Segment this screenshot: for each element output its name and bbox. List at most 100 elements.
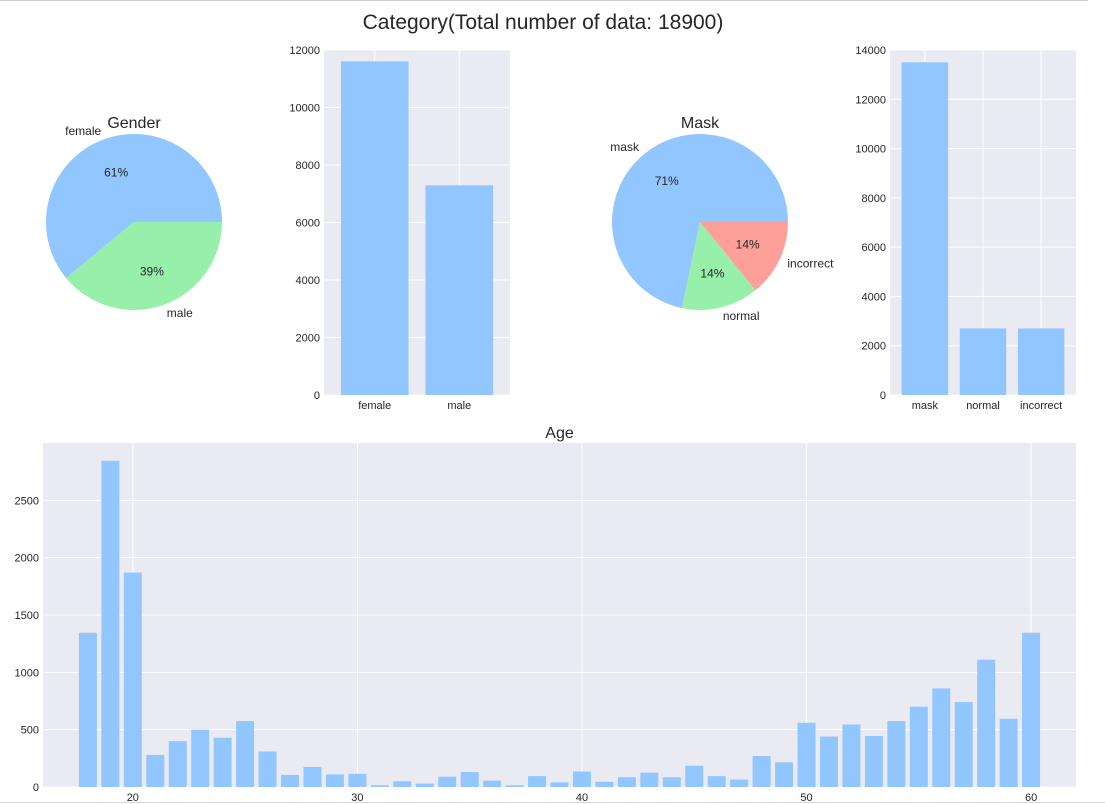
bar-57 <box>954 702 973 787</box>
pie-slice-normal <box>681 222 756 310</box>
bar-54 <box>887 721 906 787</box>
figure-title: Category(Total number of data: 18900) <box>363 11 724 34</box>
y-tick-label: 2500 <box>15 495 39 507</box>
y-tick-label: 8000 <box>296 160 320 172</box>
pie-pct-normal: 14% <box>700 266 724 280</box>
bar-24 <box>213 737 232 787</box>
bar-42 <box>617 777 636 787</box>
bar-39 <box>550 782 569 787</box>
y-tick-label: 14000 <box>855 45 886 57</box>
bar-44 <box>662 777 681 787</box>
pie-pct-female: 61% <box>104 165 128 179</box>
bar-37 <box>505 785 524 787</box>
pie-label-male: male <box>167 306 193 320</box>
x-tick-label: normal <box>966 400 1000 412</box>
bar-35 <box>460 772 479 787</box>
y-tick-label: 10000 <box>289 103 320 115</box>
bar-20 <box>123 572 142 787</box>
y-tick-label: 4000 <box>296 275 320 287</box>
x-tick-label: 40 <box>576 792 588 804</box>
bar-38 <box>528 776 547 787</box>
x-tick-label: 20 <box>127 792 139 804</box>
y-tick-label: 1000 <box>15 667 39 679</box>
bar-33 <box>415 783 434 787</box>
bar-36 <box>483 780 502 787</box>
mask-bar-chart: 0 2000 4000 6000 8000 10000 12000 14000 mask norm… <box>855 45 1076 412</box>
gender-bar-chart: 0 2000 4000 6000 8000 10000 12000 female male <box>289 45 510 412</box>
y-tick-label: 12000 <box>289 45 320 57</box>
y-tick-label: 2000 <box>296 333 320 345</box>
bar-52 <box>842 724 861 787</box>
bar-19 <box>101 460 120 787</box>
pie-title: Mask <box>681 115 720 132</box>
y-tick-label: 2000 <box>862 341 886 353</box>
top-divider <box>0 0 1088 1</box>
x-tick-label: 50 <box>800 792 812 804</box>
pie-slice-male <box>66 222 223 311</box>
bar-23 <box>191 729 210 787</box>
bar-48 <box>752 756 771 787</box>
bar-normal <box>959 328 1007 395</box>
bar-40 <box>572 771 591 787</box>
bar-41 <box>595 781 614 787</box>
bar-50 <box>797 722 816 787</box>
pie-title: Gender <box>107 115 161 132</box>
bar-mask <box>901 62 949 395</box>
y-tick-label: 8000 <box>862 193 886 205</box>
y-tick-label: 0 <box>880 390 886 402</box>
bar-29 <box>325 774 344 787</box>
bar-34 <box>438 776 457 787</box>
gender-pie-chart: female 61% male 39% Gender <box>45 115 223 320</box>
bar-45 <box>685 765 704 787</box>
bar-chart-title: Age <box>545 425 574 442</box>
y-tick-label: 6000 <box>296 218 320 230</box>
bar-47 <box>730 779 749 787</box>
bar-incorrect <box>1017 328 1065 395</box>
age-bar-chart: 0 500 1000 1500 2000 2500 20 30 40 50 60 Age <box>15 425 1076 804</box>
bar-32 <box>393 781 412 787</box>
x-tick-label: mask <box>912 400 939 412</box>
y-tick-label: 500 <box>21 725 39 737</box>
y-tick-label: 0 <box>314 390 320 402</box>
x-tick-label: male <box>447 400 471 412</box>
y-tick-label: 2000 <box>15 553 39 565</box>
bar-male <box>425 185 494 395</box>
pie-slice-incorrect <box>700 222 788 291</box>
pie-label-normal: normal <box>723 309 760 323</box>
y-tick-label: 1500 <box>15 610 39 622</box>
pie-slice-female <box>45 134 222 279</box>
bar-51 <box>819 736 838 787</box>
pie-slice-mask <box>612 134 788 309</box>
bar-55 <box>909 706 928 787</box>
bar-30 <box>348 773 367 787</box>
bar-53 <box>864 735 883 787</box>
bar-56 <box>932 688 951 787</box>
bar-21 <box>146 754 165 787</box>
x-tick-label: incorrect <box>1020 400 1062 412</box>
y-tick-label: 12000 <box>855 94 886 106</box>
mask-pie-chart: mask 71% normal 14% incorrect 14% Mask <box>610 115 834 323</box>
bar-49 <box>775 762 794 787</box>
x-tick-label: 60 <box>1025 792 1037 804</box>
bar-43 <box>640 772 659 787</box>
y-tick-label: 4000 <box>862 291 886 303</box>
y-tick-label: 10000 <box>855 144 886 156</box>
pie-label-mask: mask <box>610 140 640 154</box>
bar-female <box>340 61 409 395</box>
bar-26 <box>258 751 277 787</box>
bar-18 <box>78 632 97 787</box>
bar-59 <box>999 718 1018 787</box>
bar-28 <box>303 766 322 787</box>
pie-label-female: female <box>65 124 101 138</box>
x-tick-label: 30 <box>351 792 363 804</box>
bar-58 <box>977 659 996 787</box>
bar-22 <box>168 741 187 787</box>
bar-60 <box>1022 632 1041 787</box>
pie-label-incorrect: incorrect <box>787 257 834 271</box>
bar-27 <box>281 774 300 787</box>
pie-pct-mask: 71% <box>655 174 679 188</box>
x-tick-label: female <box>358 400 391 412</box>
y-tick-label: 6000 <box>862 242 886 254</box>
bottom-divider <box>0 802 1105 803</box>
